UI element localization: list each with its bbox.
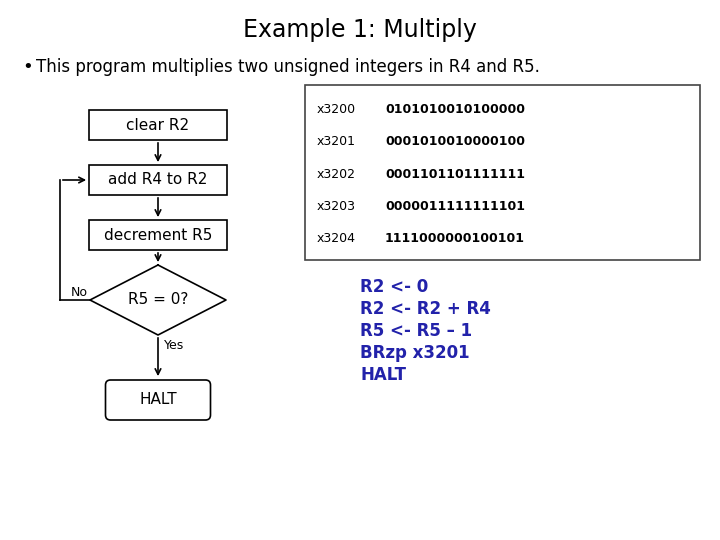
Text: x3203: x3203 [317,200,356,213]
Text: x3200: x3200 [317,103,356,116]
Text: R2 <- 0: R2 <- 0 [360,278,428,296]
Text: 1111000000100101: 1111000000100101 [385,232,525,246]
Text: decrement R5: decrement R5 [104,227,212,242]
Text: No: No [71,286,88,299]
Text: 0001101101111111: 0001101101111111 [385,167,525,180]
Text: x3204: x3204 [317,232,356,246]
FancyBboxPatch shape [89,110,227,140]
Text: add R4 to R2: add R4 to R2 [108,172,207,187]
Text: Example 1: Multiply: Example 1: Multiply [243,18,477,42]
Text: •: • [22,58,32,76]
Text: x3202: x3202 [317,167,356,180]
Text: BRzp x3201: BRzp x3201 [360,344,469,362]
Text: 0000011111111101: 0000011111111101 [385,200,525,213]
Polygon shape [90,265,226,335]
Text: R2 <- R2 + R4: R2 <- R2 + R4 [360,300,491,318]
FancyBboxPatch shape [89,220,227,250]
FancyBboxPatch shape [305,85,700,260]
Text: R5 <- R5 – 1: R5 <- R5 – 1 [360,322,472,340]
Text: HALT: HALT [360,366,406,384]
Text: R5 = 0?: R5 = 0? [128,293,188,307]
FancyBboxPatch shape [89,165,227,195]
Text: 0101010010100000: 0101010010100000 [385,103,525,116]
Text: HALT: HALT [139,393,177,408]
FancyBboxPatch shape [106,380,210,420]
Text: Yes: Yes [164,339,184,352]
Text: 0001010010000100: 0001010010000100 [385,135,525,148]
Text: clear R2: clear R2 [127,118,189,132]
Text: x3201: x3201 [317,135,356,148]
Text: This program multiplies two unsigned integers in R4 and R5.: This program multiplies two unsigned int… [36,58,540,76]
